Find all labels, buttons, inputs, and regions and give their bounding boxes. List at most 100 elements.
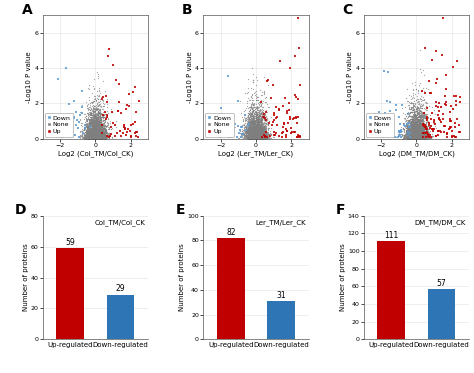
Point xyxy=(253,131,261,137)
Point xyxy=(96,115,104,121)
Point xyxy=(413,136,420,142)
Point xyxy=(100,117,108,123)
Point xyxy=(250,127,258,133)
Point xyxy=(241,129,248,135)
Point xyxy=(91,135,99,141)
Point xyxy=(412,134,420,140)
Point xyxy=(254,131,262,137)
Point xyxy=(87,133,94,139)
Point xyxy=(423,127,431,133)
Point xyxy=(255,135,263,141)
Point xyxy=(89,129,96,135)
Point xyxy=(411,130,419,136)
Point xyxy=(253,134,261,140)
Point xyxy=(417,127,425,133)
Point xyxy=(408,131,415,137)
Point xyxy=(411,128,419,134)
Point xyxy=(249,122,256,128)
Point xyxy=(423,119,431,125)
Point xyxy=(408,133,416,139)
Point xyxy=(92,133,100,139)
Point xyxy=(101,135,109,141)
Point xyxy=(257,135,265,141)
Point xyxy=(417,135,424,141)
Point xyxy=(252,135,259,141)
Point xyxy=(89,125,96,131)
Point xyxy=(253,131,261,137)
Point xyxy=(94,135,102,141)
Point xyxy=(257,131,264,137)
Point xyxy=(91,134,99,140)
Point xyxy=(262,130,269,136)
Point xyxy=(287,125,295,131)
Point xyxy=(401,131,409,137)
Point xyxy=(414,126,421,132)
Point xyxy=(257,131,264,137)
Point xyxy=(422,131,430,137)
Point xyxy=(417,131,425,137)
Point xyxy=(246,135,253,141)
Point xyxy=(240,131,248,137)
Point xyxy=(418,120,425,126)
Point xyxy=(409,127,416,133)
Point xyxy=(418,134,425,140)
Point xyxy=(410,135,418,141)
Point xyxy=(132,119,139,125)
Point xyxy=(255,100,263,106)
Point xyxy=(255,135,263,141)
Point xyxy=(251,127,259,133)
Point xyxy=(100,115,107,121)
Point xyxy=(96,129,104,135)
Point xyxy=(256,131,264,137)
Point xyxy=(95,132,103,138)
Point xyxy=(240,124,248,130)
Point xyxy=(407,135,415,141)
Point xyxy=(96,134,104,140)
Point xyxy=(244,129,252,135)
Point xyxy=(91,94,99,100)
Point xyxy=(91,126,98,132)
Point xyxy=(249,129,256,135)
Point xyxy=(96,135,104,141)
Point xyxy=(407,118,415,124)
Point xyxy=(249,129,257,135)
Point xyxy=(416,134,423,140)
Point xyxy=(90,126,98,132)
Point xyxy=(92,123,100,129)
Point xyxy=(258,117,266,123)
Point xyxy=(258,132,265,138)
Point xyxy=(417,124,425,130)
Point xyxy=(259,133,266,139)
Point xyxy=(251,135,258,141)
Point xyxy=(95,128,103,134)
Point xyxy=(255,136,263,142)
Point xyxy=(92,129,100,135)
Point xyxy=(412,135,420,141)
Point xyxy=(411,135,419,141)
Point xyxy=(410,125,418,131)
Point xyxy=(94,133,101,139)
Point xyxy=(88,127,96,133)
Point xyxy=(91,123,99,129)
Point xyxy=(410,129,418,135)
Point xyxy=(415,120,423,126)
Point xyxy=(93,128,100,134)
Point xyxy=(417,115,425,121)
Point xyxy=(88,135,95,141)
Point xyxy=(414,134,422,140)
Point xyxy=(453,98,460,104)
Point xyxy=(252,130,260,136)
Point xyxy=(414,129,421,135)
Point xyxy=(87,118,94,124)
Point xyxy=(417,121,424,127)
Point xyxy=(253,97,260,103)
Point xyxy=(256,136,264,142)
Point xyxy=(410,117,418,123)
Point xyxy=(95,132,103,138)
Point xyxy=(101,134,109,140)
Point xyxy=(97,131,105,137)
Point xyxy=(416,132,423,138)
Point xyxy=(93,128,101,134)
Point xyxy=(91,132,99,138)
Point xyxy=(253,134,260,140)
